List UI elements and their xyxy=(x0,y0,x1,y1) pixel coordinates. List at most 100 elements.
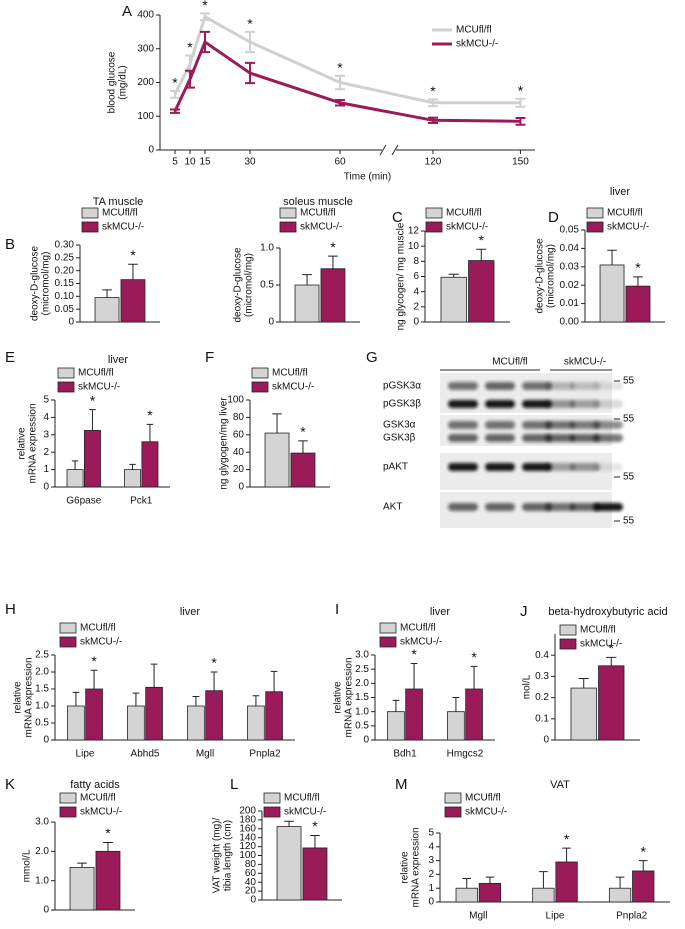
y-tick-label: 1.0 xyxy=(355,706,369,717)
panel-letter: L xyxy=(230,776,238,793)
legend-swatch xyxy=(279,207,297,219)
panel-letter: A xyxy=(122,3,132,20)
y-axis-label: deoxy-D-glucose xyxy=(535,238,546,313)
legend-label: skMCU-/- xyxy=(272,382,314,393)
y-tick-label: 80 xyxy=(245,859,257,870)
y-tick-label: 400 xyxy=(137,10,154,21)
error-bar xyxy=(245,61,255,85)
bar xyxy=(302,847,328,901)
bar xyxy=(632,870,655,903)
significance: * xyxy=(91,653,97,669)
blot-band xyxy=(593,434,623,442)
legend-label: MCUfl/fl xyxy=(607,208,643,219)
panel-letter: J xyxy=(520,603,528,620)
error-bar xyxy=(170,89,180,99)
legend-swatch xyxy=(586,221,604,233)
y-axis-label: deoxy-D-glucose xyxy=(233,247,244,322)
marker-label: 55 xyxy=(623,414,635,425)
error-bar xyxy=(185,69,195,89)
blot-row-label: pGSK3α xyxy=(383,381,421,392)
panel-letter: F xyxy=(205,349,214,366)
y-tick-label: 0 xyxy=(43,735,49,746)
y-tick-label: 2.5 xyxy=(35,650,49,661)
x-axis-label: Time (min) xyxy=(344,172,391,183)
error-bar xyxy=(200,12,210,22)
y-tick-label: 3 xyxy=(43,429,49,440)
legend-swatch xyxy=(425,221,443,233)
legend-label: MCUfl/fl xyxy=(80,623,116,634)
bar xyxy=(67,705,85,741)
error-bar xyxy=(335,99,345,107)
y-tick-label: 0.03 xyxy=(560,261,580,272)
axis-break xyxy=(379,144,387,156)
legend-label: skMCU-/- xyxy=(80,807,122,818)
blot-band xyxy=(570,421,600,429)
y-axis-label: mRNA expression xyxy=(344,657,355,737)
y-tick-label: 2 xyxy=(413,301,419,312)
y-tick-label: 1 xyxy=(43,464,49,475)
blot-band xyxy=(522,503,552,511)
error-bar xyxy=(298,440,308,454)
legend-swatch xyxy=(251,381,269,393)
blot-band xyxy=(545,400,575,408)
legend-swatch xyxy=(59,636,77,648)
y-tick-label: 0 xyxy=(428,897,434,908)
x-tick-label: G6pase xyxy=(66,496,101,507)
y-tick-label: 4 xyxy=(43,412,49,423)
blot-band xyxy=(593,463,623,471)
error-bar xyxy=(102,289,112,298)
y-tick-label: 140 xyxy=(239,832,256,843)
y-tick-label: 120 xyxy=(239,841,256,852)
error-bar xyxy=(633,276,643,287)
error-bar xyxy=(252,695,260,706)
y-tick-label: 0.1 xyxy=(535,713,549,724)
bar xyxy=(294,284,320,323)
blot-band xyxy=(448,382,478,390)
x-tick-label: 60 xyxy=(334,157,346,168)
panel-letter: B xyxy=(5,236,15,253)
blot-band xyxy=(448,400,478,408)
blot-group: MCUfl/fl xyxy=(492,357,528,368)
legend-label: MCUfl/fl xyxy=(102,208,138,219)
legend-label: skMCU-/- xyxy=(284,807,326,818)
marker-label: 55 xyxy=(623,472,635,483)
y-axis-label: (micromol/mg) xyxy=(41,252,52,316)
error-bar xyxy=(578,678,589,689)
legend-label: MCUfl/fl xyxy=(580,625,616,636)
y-tick-label: 0 xyxy=(43,905,49,916)
blot-band xyxy=(570,503,600,511)
legend-swatch xyxy=(559,624,577,636)
bar xyxy=(145,686,163,741)
y-axis-label: (micromol/mg) xyxy=(546,244,557,308)
error-bar xyxy=(410,663,418,689)
legend-swatch xyxy=(57,381,75,393)
blot-band xyxy=(545,434,575,442)
y-tick-label: 4 xyxy=(413,286,419,297)
y-tick-label: 6 xyxy=(413,271,419,282)
blot-band xyxy=(522,382,552,390)
legend-label: MCUfl/fl xyxy=(465,793,501,804)
bar xyxy=(599,264,625,323)
legend-label: skMCU-/- xyxy=(102,222,144,233)
blot-group: skMCU-/- xyxy=(564,357,606,368)
error-bar xyxy=(270,670,278,692)
y-tick-label: 0.4 xyxy=(535,650,549,661)
bar xyxy=(455,887,478,903)
legend-swatch xyxy=(425,207,443,219)
x-tick-label: 10 xyxy=(184,157,196,168)
y-tick-label: 0.00 xyxy=(560,317,580,328)
bar xyxy=(447,711,465,741)
blot-row-label: GSK3α xyxy=(383,420,416,431)
y-tick-label: 0 xyxy=(543,735,549,746)
y-axis-label: ng glygogen/mg liver xyxy=(219,397,230,490)
bar xyxy=(555,861,578,903)
y-axis-label: (mg/dL) xyxy=(118,65,129,99)
y-tick-label: 5 xyxy=(428,828,434,839)
bar xyxy=(570,687,597,741)
panel-letter: C xyxy=(392,209,403,226)
significance: * xyxy=(330,239,336,255)
blot-band xyxy=(522,434,552,442)
y-axis-label: mRNA expression xyxy=(411,827,422,907)
x-tick-label: 30 xyxy=(244,157,256,168)
y-axis-label: ng glycogen/ mg muscle xyxy=(396,222,407,330)
